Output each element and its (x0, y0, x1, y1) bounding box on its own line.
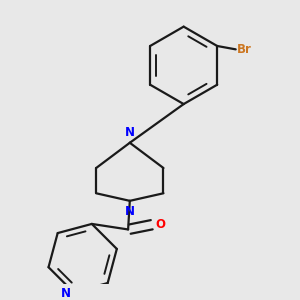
Text: N: N (125, 126, 135, 139)
Text: O: O (156, 218, 166, 231)
Text: N: N (125, 205, 135, 218)
Text: N: N (61, 287, 71, 300)
Text: Br: Br (237, 43, 252, 56)
